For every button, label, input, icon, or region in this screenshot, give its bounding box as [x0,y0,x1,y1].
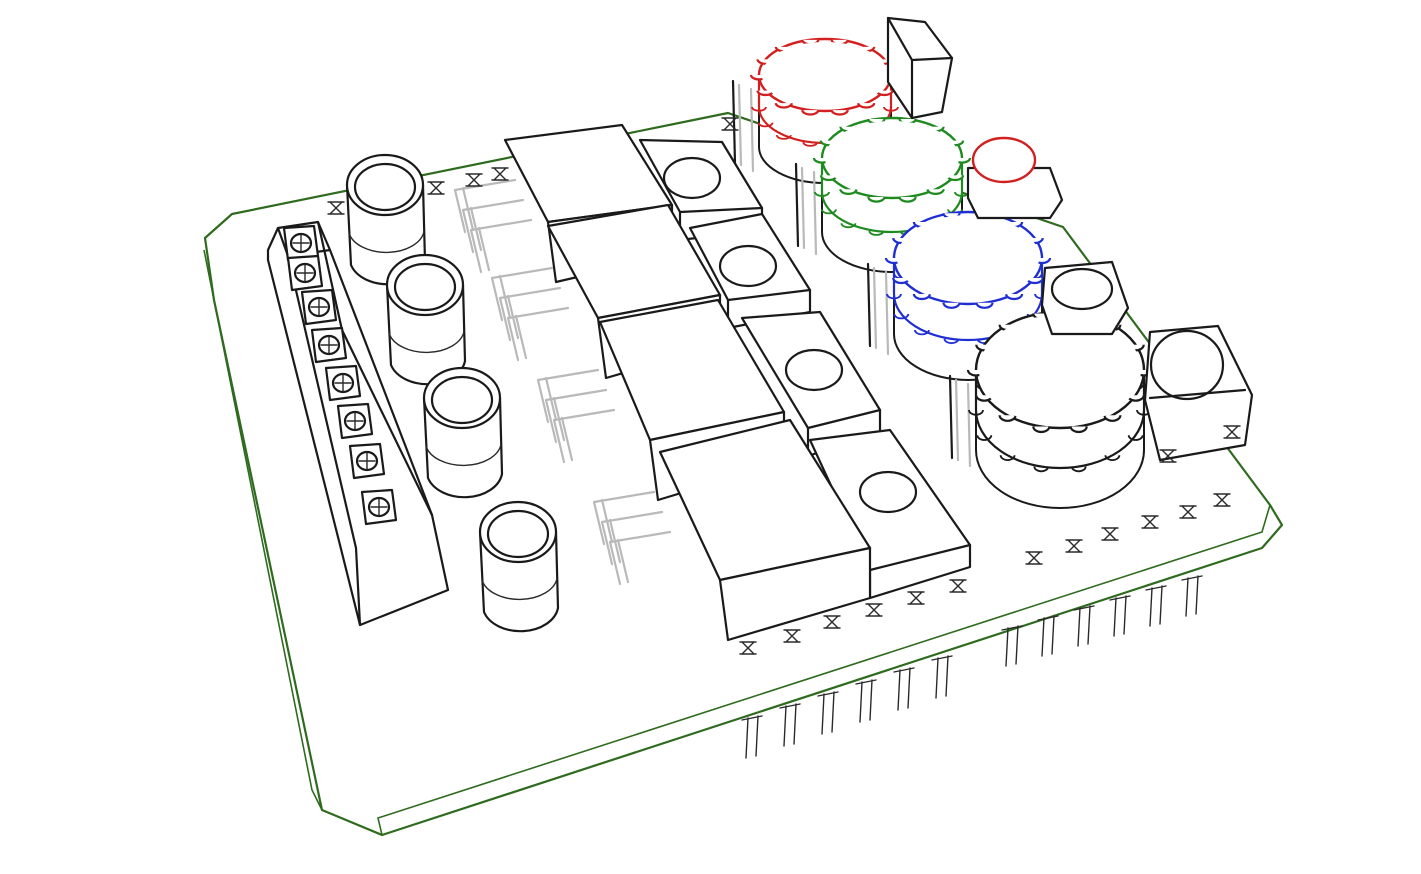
capacitor [385,253,467,386]
capacitor [478,500,560,633]
regulator-leads [453,178,672,586]
header-pin [1109,595,1131,637]
smd-part-icon [1159,449,1177,463]
terminal-screw-icon[interactable] [360,488,398,526]
terminal-screw-icon[interactable] [286,254,324,292]
smd-part-icon [1101,527,1119,541]
header-pin [1001,625,1023,667]
smd-part-icon [1179,505,1197,519]
header-pin [1073,605,1095,647]
smd-part-icon [783,629,801,643]
push-button-right[interactable] [1143,324,1254,462]
header-pin [893,667,915,711]
smd-part-icon [1025,551,1043,565]
push-button-red-cap[interactable] [971,136,1037,184]
terminal-screw-icon[interactable] [300,288,338,326]
header-pin [855,679,877,723]
smd-part-icon [949,579,967,593]
smd-part-icon [865,603,883,617]
terminal-screw-icon[interactable] [282,224,320,262]
header-pins [741,575,1203,759]
smd-part-icon [1141,515,1159,529]
smd-part-icon [1065,539,1083,553]
terminal-screw-icon[interactable] [336,402,374,440]
rear-component [886,16,954,120]
header-pin [779,703,801,747]
terminal-screw-icon[interactable] [348,442,386,480]
smd-components [327,117,1241,655]
terminal-screw-icon[interactable] [310,326,348,364]
terminal-block [266,220,450,627]
header-pin [1145,585,1167,627]
capacitor [422,366,504,499]
smd-part-icon [907,591,925,605]
header-pin [1181,575,1203,617]
header-pin [1037,615,1059,657]
lead-set [536,368,616,464]
lead-set [453,178,533,274]
smd-part-icon [465,173,483,187]
smd-part-icon [823,615,841,629]
lead-set [490,266,570,362]
voltage-regulators [503,123,972,642]
push-button-middle[interactable] [1040,260,1130,336]
electrolytic-capacitors [345,153,560,633]
smd-part-icon [327,201,345,215]
terminal-screws [282,224,398,526]
smd-part-icon [427,181,445,195]
smd-part-icon [739,641,757,655]
push-button-red[interactable] [966,136,1064,220]
smd-part-icon [491,167,509,181]
smd-part-icon [1223,425,1241,439]
header-pin [931,655,953,699]
gear-potentiometer-knob[interactable] [948,310,1154,509]
header-pin [817,691,839,735]
board-edge [203,249,1271,836]
smd-part-icon [721,117,739,131]
smd-part-icon [1213,493,1231,507]
lead-set [592,490,672,586]
regulator [658,418,972,642]
terminal-screw-icon[interactable] [324,364,362,402]
header-pin [741,715,763,759]
